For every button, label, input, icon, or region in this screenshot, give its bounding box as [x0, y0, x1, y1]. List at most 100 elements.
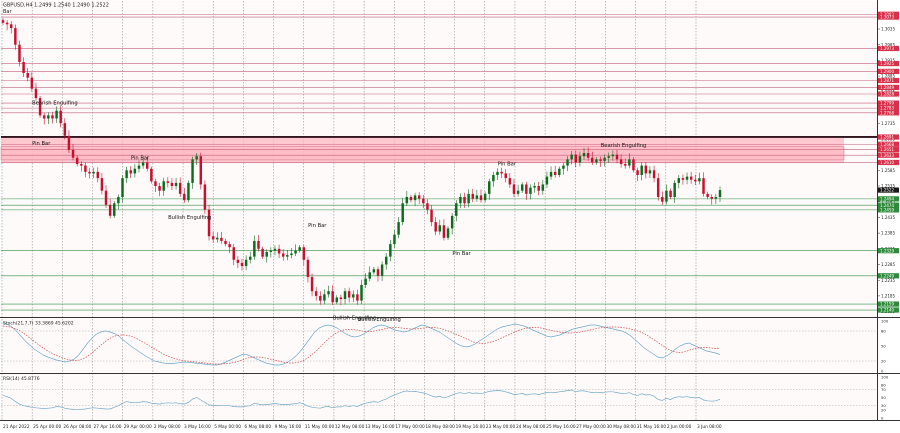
stoch-title: Stoch(21,7,7) 33.3869 45.6202 [3, 321, 74, 327]
candle-body [471, 193, 474, 199]
candle-body [578, 156, 582, 163]
candle-body [570, 154, 573, 160]
candle-body [253, 240, 256, 257]
candle-body [286, 255, 289, 257]
candle-body [442, 225, 446, 238]
candle-body [376, 269, 380, 276]
level-price-tag [878, 77, 899, 84]
time-label: 25 Apr 00:00 [33, 424, 61, 430]
pattern-annotations: Bearish Engulfing Pin Bar Pin Bar Bullish E… [32, 100, 646, 323]
candle-body [228, 244, 231, 248]
level-price-label: 1.2768 [880, 110, 894, 115]
indicator-tick-label: 50 [881, 395, 886, 400]
candle-body [191, 159, 194, 183]
level-price-label: 1.3082 [880, 12, 894, 17]
candle-body [178, 182, 182, 194]
bar-label: Bar [3, 9, 12, 15]
candle-body [71, 149, 75, 158]
indicator-tick-label: 80 [881, 329, 886, 334]
level-price-label: 1.2799 [880, 101, 894, 106]
candle-body [211, 236, 215, 240]
indicator-tick-label: 30 [881, 403, 886, 408]
candle-body [520, 184, 524, 191]
candle-body [595, 159, 598, 163]
candle-body [694, 179, 697, 182]
candle-body [22, 61, 25, 73]
pattern-label: Bearish Engulfing [32, 100, 78, 106]
indicator-tick-label: 0 [881, 416, 884, 421]
level-price-label: 1.2522 [880, 188, 894, 193]
level-price-tag [878, 84, 899, 91]
candle-body [92, 171, 95, 174]
candle-body [553, 171, 557, 176]
indicator-tick-label: 20 [881, 359, 886, 364]
level-price-tag [878, 301, 899, 307]
candle-body [430, 209, 433, 223]
candle-body [401, 203, 404, 223]
candle-body [389, 244, 392, 257]
candle-body [459, 196, 462, 204]
candle-body [673, 182, 676, 197]
level-price-label: 1.3073 [880, 15, 894, 20]
candle-body [368, 272, 371, 279]
level-price-tag [878, 68, 899, 74]
time-label: 24 May 08:00 [516, 424, 546, 430]
candle-body [207, 209, 211, 237]
candle-body [51, 115, 54, 119]
candle-body [47, 115, 50, 119]
candle-body [438, 225, 442, 232]
candle-body [281, 253, 285, 257]
grid-lines [1, 1, 877, 420]
candle-body [174, 182, 178, 187]
candle-body [558, 168, 561, 176]
candle-body [467, 193, 470, 204]
candle-body [30, 77, 34, 89]
candle-body [331, 291, 334, 303]
candle-body [702, 178, 705, 194]
candle-body [574, 154, 578, 163]
candle-body [100, 178, 104, 191]
candle-body [397, 222, 400, 235]
candle-body [352, 294, 355, 298]
candle-body [393, 234, 396, 245]
candle-body [656, 178, 660, 197]
price-tick-label: 1.2285 [881, 262, 895, 267]
candle-body [545, 176, 549, 185]
level-price-tag [878, 60, 899, 67]
candles [1, 18, 722, 306]
candle-body [409, 196, 413, 201]
level-price-tag [878, 45, 899, 52]
candle-body [599, 159, 602, 161]
candle-body [141, 162, 145, 166]
level-price-label: 1.2140 [880, 308, 894, 313]
candle-body [314, 291, 318, 296]
price-tick-label: 1.2435 [881, 215, 895, 220]
candle-body [306, 259, 310, 278]
candle-body [183, 193, 186, 201]
candle-body [240, 262, 244, 267]
pattern-label: Pin Bar [498, 162, 517, 168]
candle-body [648, 170, 652, 174]
candle-body [450, 215, 454, 229]
candle-body [26, 72, 29, 78]
time-label: 25 May 16:00 [546, 424, 576, 430]
candle-body [488, 181, 491, 194]
candle-body [302, 247, 306, 260]
candle-body [236, 259, 240, 263]
candle-body [562, 165, 565, 169]
candle-body [277, 248, 281, 254]
price-tick-label: 1.2535 [881, 184, 895, 189]
candle-body [113, 203, 116, 216]
level-price-tag [878, 207, 899, 213]
candle-body [224, 240, 227, 245]
candle-body [417, 195, 421, 199]
candle-body [59, 110, 62, 124]
candle-body [603, 157, 606, 161]
level-price-label: 1.2249 [880, 273, 894, 278]
indicator-tick-label: 20 [881, 407, 886, 412]
level-price-tag [878, 100, 899, 106]
level-price-tag [878, 159, 899, 166]
candle-body [640, 165, 643, 176]
level-price-tag [878, 187, 899, 193]
